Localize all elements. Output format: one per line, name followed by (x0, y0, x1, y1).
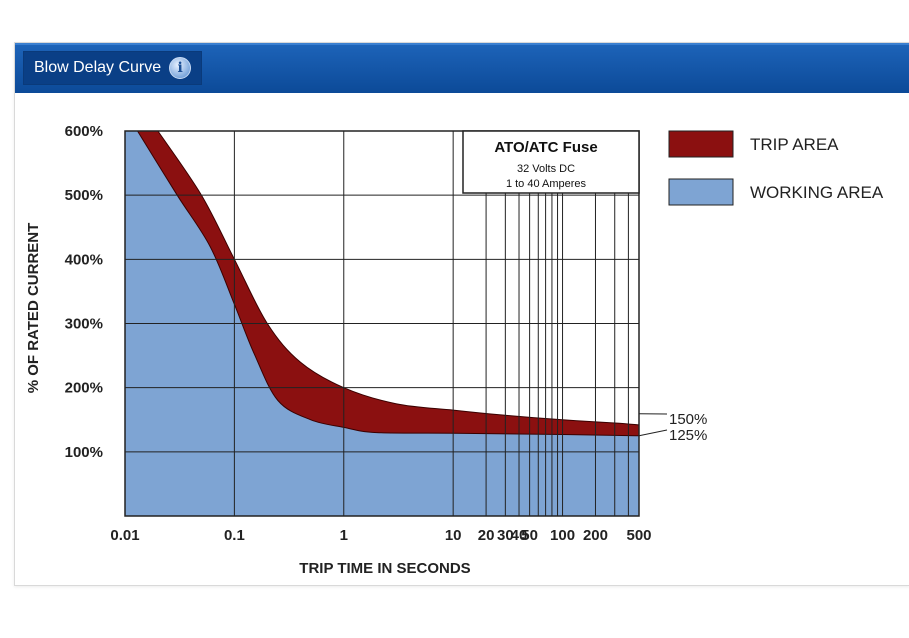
y-tick-label: 600% (65, 123, 103, 140)
x-tick-label: 200 (583, 527, 608, 544)
chart-subtitle-line-1: 32 Volts DC (517, 163, 575, 175)
x-tick-label: 50 (521, 527, 538, 544)
y-tick-label: 200% (65, 380, 103, 397)
panel-header: Blow Delay Curve i (15, 43, 909, 93)
x-tick-label: 0.01 (110, 527, 139, 544)
legend-label-trip-area: TRIP AREA (750, 135, 839, 154)
x-tick-label: 20 (478, 527, 495, 544)
y-tick-label: 400% (65, 251, 103, 268)
y-tick-label: 100% (65, 444, 103, 461)
plot-frame (124, 130, 640, 517)
legend: TRIP AREA WORKING AREA (668, 130, 884, 206)
x-tick-label: 1 (340, 527, 348, 544)
y-tick-label: 500% (65, 187, 103, 204)
reference-lines: 150%125% (638, 411, 707, 444)
x-axis-title: TRIP TIME IN SECONDS (299, 560, 470, 577)
reference-tick (638, 429, 668, 437)
header-tab[interactable]: Blow Delay Curve i (23, 51, 203, 85)
x-tick-label: 0.1 (224, 527, 245, 544)
chart-subtitle-line-2: 1 to 40 Amperes (506, 178, 587, 190)
chart-title: ATO/ATC Fuse (494, 139, 597, 156)
x-tick-label: 500 (626, 527, 651, 544)
y-axis-title: % OF RATED CURRENT (25, 223, 42, 394)
reference-label: 150% (669, 411, 707, 428)
y-tick-label: 300% (65, 316, 103, 333)
chart-title-box: ATO/ATC Fuse 32 Volts DC 1 to 40 Amperes (462, 130, 640, 194)
grid (124, 130, 640, 517)
reference-label: 125% (669, 427, 707, 444)
legend-swatch-working-area (668, 178, 734, 206)
panel-title: Blow Delay Curve (34, 59, 162, 76)
x-tick-label: 30 (497, 527, 514, 544)
x-tick-label: 100 (550, 527, 575, 544)
working-area-region (125, 131, 639, 516)
x-tick-label: 40 (511, 527, 528, 544)
legend-label-working-area: WORKING AREA (750, 183, 884, 202)
legend-swatch-trip-area (668, 130, 734, 158)
x-tick-label: 10 (445, 527, 462, 544)
info-icon[interactable]: i (169, 57, 192, 79)
